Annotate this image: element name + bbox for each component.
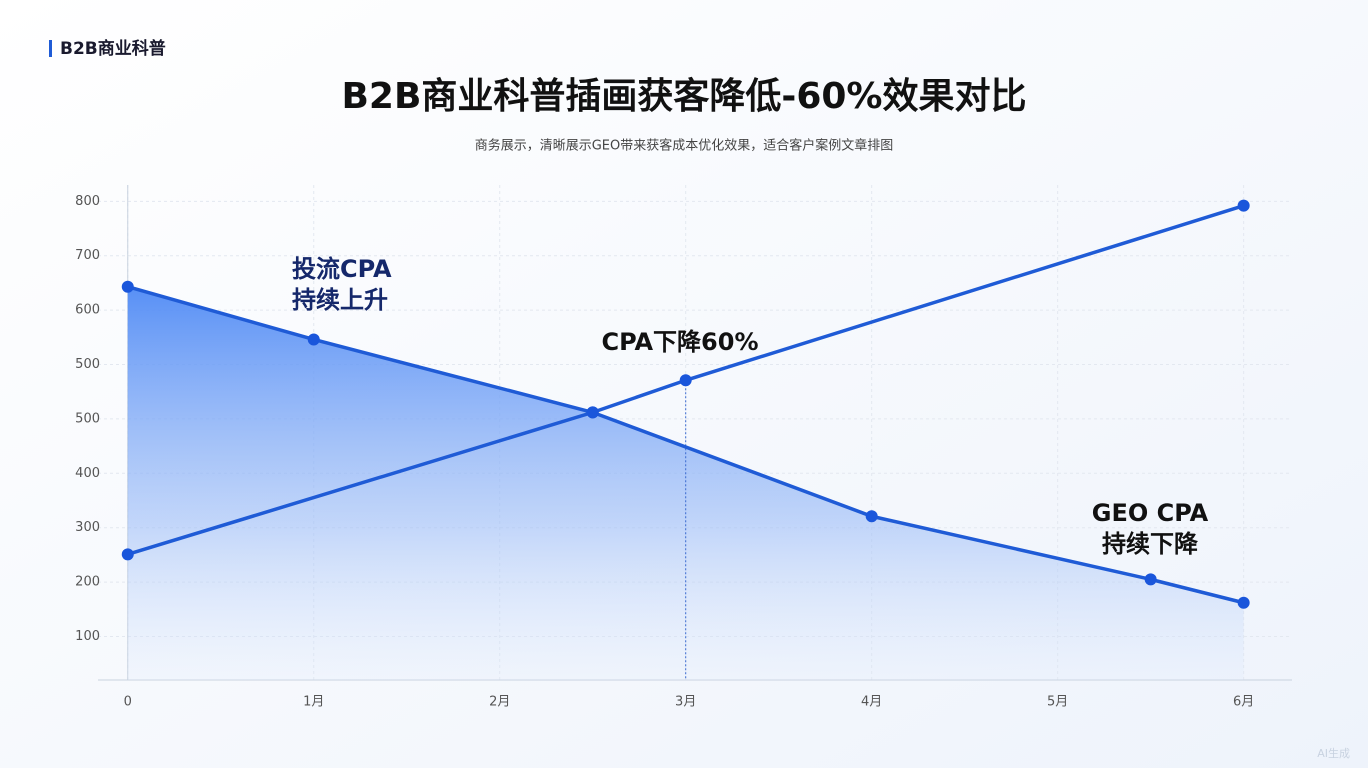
point <box>307 333 320 346</box>
annotation: 持续上升 <box>292 286 388 314</box>
point <box>679 374 692 387</box>
point <box>1237 596 1250 609</box>
watermark: AI生成 <box>1317 746 1350 760</box>
area <box>127 286 1244 680</box>
annotation: 持续下降 <box>1102 530 1199 558</box>
x-tick-label: 5月 <box>1047 695 1068 710</box>
y-tick-label: 800 <box>75 194 100 209</box>
line <box>127 285 1245 605</box>
title: B2B商业科普插画获客降低-60%效果对比 <box>341 76 1026 117</box>
y-tick-label: 300 <box>75 520 100 535</box>
y-tick-label: 500 <box>75 357 100 372</box>
tag-bar <box>49 40 52 57</box>
x-tick-label: 2月 <box>489 695 510 710</box>
subtitle: 商务展示，清晰展示GEO带来获客成本优化效果，适合客户案例文章排图 <box>475 138 894 154</box>
y-tick-label: 200 <box>75 575 100 590</box>
x-tick-label: 6月 <box>1233 695 1254 710</box>
x-tick-label: 1月 <box>303 695 324 710</box>
annotation: 投流CPA <box>292 255 392 283</box>
y-tick-label: 600 <box>75 303 100 318</box>
x-tick-label: 4月 <box>861 695 882 710</box>
y-tick-label: 700 <box>75 248 100 263</box>
y-tick-label: 500 <box>75 411 100 426</box>
point <box>1144 573 1157 586</box>
annotation: GEO CPA <box>1092 499 1209 527</box>
point <box>121 548 134 561</box>
point <box>121 280 134 293</box>
x-tick-label: 3月 <box>675 695 696 710</box>
point <box>1237 199 1250 212</box>
annotation: CPA下降60% <box>601 328 758 356</box>
y-tick-label: 400 <box>75 466 100 481</box>
point <box>586 406 599 419</box>
x-tick-label: 0 <box>124 695 132 710</box>
tag: B2B商业科普 <box>60 38 166 59</box>
y-tick-label: 100 <box>75 629 100 644</box>
line <box>127 203 1245 557</box>
point <box>865 510 878 523</box>
